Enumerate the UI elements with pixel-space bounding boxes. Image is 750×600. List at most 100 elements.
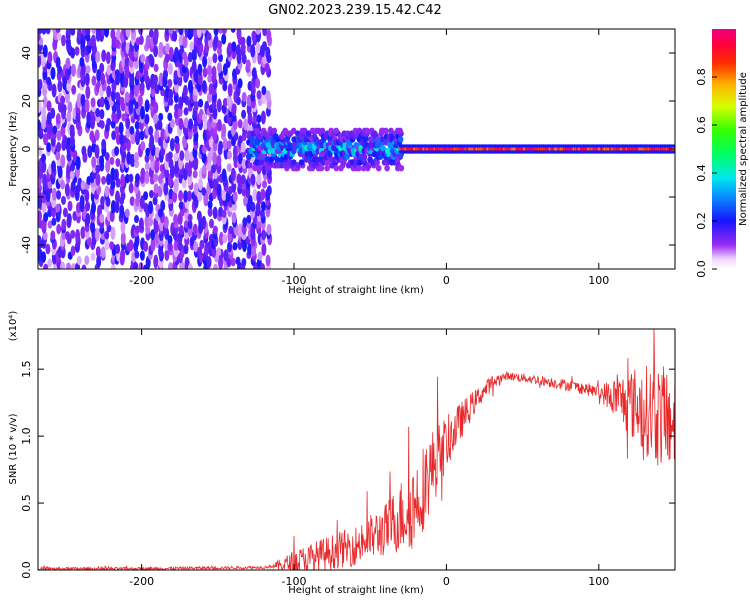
spectrogram-cell — [129, 196, 135, 206]
snr-axes: -200 -100 0 100 0.0 0.5 1.0 1.5 — [20, 329, 675, 588]
spectrogram-cell — [165, 43, 170, 53]
spectrogram-cell — [207, 241, 212, 251]
spectrogram-cell — [201, 187, 207, 196]
spectrogram-cell — [342, 142, 348, 149]
spectrogram-cell — [172, 30, 178, 42]
spectrogram-cell — [55, 203, 61, 213]
spectrogram-cell — [235, 256, 241, 266]
spectrogram-cell — [261, 91, 267, 105]
spectrogram-cell — [221, 188, 227, 201]
spectrogram-cell — [177, 74, 183, 87]
figure-title: GN02.2023.239.15.42.C42 — [268, 3, 442, 18]
spectrogram-cell — [179, 150, 185, 161]
spectrogram-cell — [187, 219, 193, 230]
spectrogram-cell — [168, 29, 174, 35]
spectrogram-cell — [56, 141, 62, 153]
spectrogram-cell — [237, 223, 243, 237]
spectrogram-cell — [164, 53, 170, 63]
spectrogram-cell — [202, 113, 207, 122]
spectrogram-heatmap — [38, 29, 675, 269]
spectrogram-cell — [70, 47, 76, 59]
spectrogram-cell — [167, 78, 173, 88]
spectrogram-cell — [148, 125, 154, 136]
spectrogram-cell — [104, 29, 110, 38]
spectrogram-cell — [120, 219, 126, 234]
spectrogram-cell — [69, 170, 75, 180]
spectrogram-cell — [247, 162, 253, 169]
spectrogram-cell — [232, 242, 238, 251]
spectrogram-cell — [85, 212, 91, 226]
spectrogram-cell — [172, 190, 178, 203]
spectrogram-cell — [133, 151, 139, 164]
spectrogram-cell — [261, 242, 267, 256]
spectrogram-cell — [96, 254, 102, 268]
spectrogram-cell — [187, 79, 193, 94]
spectrogram-cell — [183, 244, 189, 255]
spectrogram-cell — [116, 29, 121, 41]
colorbar-tick-label: 0.6 — [695, 116, 708, 134]
spectrogram-cell — [69, 124, 75, 134]
spectrogram-cell — [114, 146, 120, 156]
spectrogram-cell — [153, 45, 159, 58]
spectrogram-cell — [104, 185, 110, 198]
spectrogram-cell — [38, 99, 42, 113]
spectrogram-cell — [223, 249, 229, 262]
spectrogram-cell — [115, 91, 121, 101]
spectrogram-cell — [356, 165, 362, 172]
spectrogram-cell — [252, 114, 258, 124]
spectrogram-cell — [256, 190, 262, 204]
spectrogram-cell — [168, 46, 174, 61]
spectrogram-cell — [55, 29, 61, 34]
spectrogram-cell — [184, 149, 190, 162]
spectrogram-cell — [38, 145, 43, 156]
spectrogram-cell — [74, 46, 80, 56]
spectrogram-cell — [192, 170, 198, 179]
spectrogram-cell — [110, 29, 116, 40]
spectrogram-cell — [207, 64, 212, 76]
spectrogram-cell — [143, 241, 149, 252]
spectrogram-cell — [149, 189, 154, 199]
spectrogram-cell — [70, 262, 76, 269]
spectrogram-cell — [173, 109, 179, 119]
spectrogram-cell — [95, 246, 101, 258]
spectrogram-cell — [38, 78, 43, 90]
spectrogram-cell — [236, 29, 242, 41]
spectrogram-cell — [255, 201, 261, 215]
spectrogram-cell — [101, 138, 107, 151]
spectrogram-cell — [41, 106, 47, 118]
spectrogram-cell — [374, 159, 381, 166]
spectrogram-cell — [318, 165, 325, 172]
spectrogram-cell — [177, 240, 183, 252]
y-tick-label: 20 — [20, 94, 33, 108]
spectrogram-cell — [217, 40, 222, 50]
spectrogram-cell — [55, 150, 61, 161]
spectrogram-cell — [241, 109, 247, 119]
x-tick-label: -100 — [282, 274, 307, 287]
spectrogram-cell — [134, 120, 140, 130]
spectrogram-cell — [237, 78, 243, 89]
spectrogram-cell — [71, 84, 77, 95]
spectrogram-cell — [85, 65, 91, 74]
spectrogram-cell — [140, 140, 146, 151]
spectrogram-cell — [260, 110, 266, 125]
spectrogram-cell — [114, 69, 120, 78]
spectrogram-cell — [266, 29, 272, 43]
spectrogram-cell — [153, 183, 159, 194]
spectrogram-cell — [124, 56, 130, 67]
spectrogram-cell — [38, 29, 43, 35]
spectrogram-cell — [398, 165, 405, 172]
spectrogram-cell — [174, 46, 179, 61]
spectrogram-cell — [197, 72, 203, 85]
x-tick-label: -100 — [282, 575, 307, 588]
spectrogram-cell — [42, 173, 48, 188]
spectrogram-cell — [212, 53, 218, 64]
spectrogram-cell — [120, 173, 126, 188]
spectrogram-cell — [243, 118, 249, 131]
spectrogram-cell — [251, 67, 257, 79]
spectrogram-cell — [173, 213, 179, 225]
spectrogram-cell — [157, 120, 163, 131]
spectrogram-cell — [193, 182, 199, 196]
spectrogram-cell — [46, 100, 52, 112]
spectrogram-cell — [144, 161, 150, 171]
spectrogram-cell — [236, 173, 242, 185]
